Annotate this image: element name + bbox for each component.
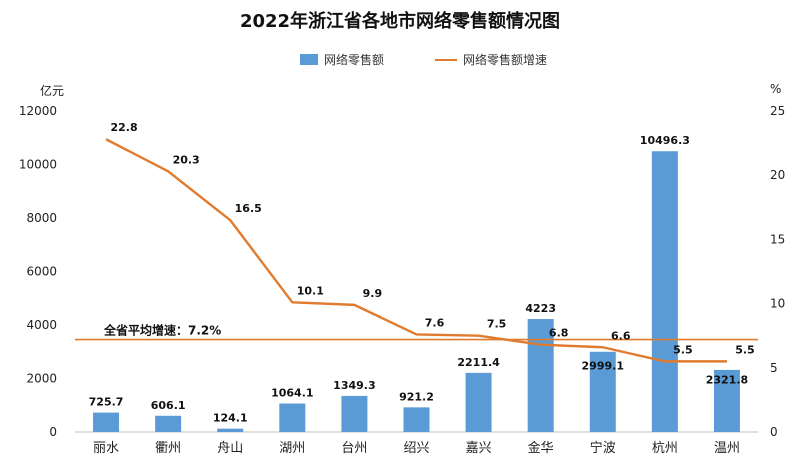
line-data-label: 9.9 [363,287,383,300]
bar-data-label: 606.1 [151,399,186,412]
reference-line-label: 全省平均增速：7.2% [103,323,221,338]
x-tick-label: 湖州 [279,441,305,456]
bar-data-label: 4223 [525,302,556,315]
x-tick-label: 温州 [714,441,740,456]
bar-data-label: 2999.1 [582,359,624,372]
line-data-label: 16.5 [235,202,262,215]
x-tick-label: 嘉兴 [466,441,492,456]
line-data-label: 6.8 [549,327,569,340]
bar [155,415,182,432]
y-left-tick-label: 0 [49,425,57,439]
x-tick-label: 丽水 [93,441,119,456]
legend-label-line: 网络零售额增速 [463,53,548,67]
y-right-tick-label: 0 [770,425,778,439]
bar-data-label: 10496.3 [640,134,690,147]
bar [279,403,306,432]
bar [651,151,678,432]
x-tick-label: 衢州 [155,441,181,456]
x-tick-label: 舟山 [217,441,243,456]
legend-item-line: 网络零售额增速 [435,51,547,68]
line-data-label: 22.8 [110,121,137,134]
bar-data-label: 725.7 [89,396,124,409]
chart-title: 2022年浙江省各地市网络零售额情况图 [239,11,561,32]
legend-line-swatch [435,58,457,61]
line-data-label: 7.5 [487,318,507,331]
bar [217,428,244,432]
growth-line [105,138,727,363]
y-right-tick-label: 5 [770,361,778,375]
bar [403,407,430,432]
y-right-tick-label: 15 [770,232,785,246]
y-left-tick-label: 8000 [26,211,57,225]
line-data-label: 5.5 [735,343,755,356]
bar [465,372,492,432]
line-data-label: 20.3 [173,153,200,166]
y-right-tick-label: 25 [770,104,785,118]
bar-data-label: 1064.1 [271,387,313,400]
y-right-unit: % [770,82,782,96]
y-right-tick-label: 10 [770,297,785,311]
bar-data-label: 921.2 [399,390,434,403]
bar-data-label: 1349.3 [333,379,375,392]
x-tick-label: 绍兴 [403,441,429,456]
x-tick-label: 金华 [528,440,554,456]
line-data-label: 7.6 [425,316,445,329]
line-data-label: 5.5 [673,343,693,356]
bar [527,319,554,432]
bar-data-label: 124.1 [213,412,248,425]
bar [713,369,740,432]
bar-data-label: 2321.8 [706,373,748,386]
x-tick-label: 台州 [341,441,367,456]
x-tick-label: 宁波 [590,440,616,456]
y-left-tick-label: 6000 [26,265,57,279]
bar [341,395,368,432]
y-right-tick-label: 20 [770,168,785,182]
chart-legend: 网络零售额 网络零售额增速 [0,51,800,69]
y-left-tick-label: 12000 [19,104,57,118]
y-left-unit: 亿元 [40,84,65,98]
legend-bar-swatch [300,54,318,65]
line-data-label: 6.6 [611,329,631,342]
bar [589,351,616,432]
bar-data-label: 2211.4 [457,356,500,369]
y-left-tick-label: 4000 [26,318,57,332]
legend-item-bar: 网络零售额 [300,51,384,68]
x-tick-label: 杭州 [652,441,678,456]
line-data-label: 10.1 [297,284,324,297]
y-left-tick-label: 2000 [26,372,57,386]
bar [93,412,120,432]
y-left-tick-label: 10000 [19,158,57,172]
legend-label-bar: 网络零售额 [324,53,385,67]
